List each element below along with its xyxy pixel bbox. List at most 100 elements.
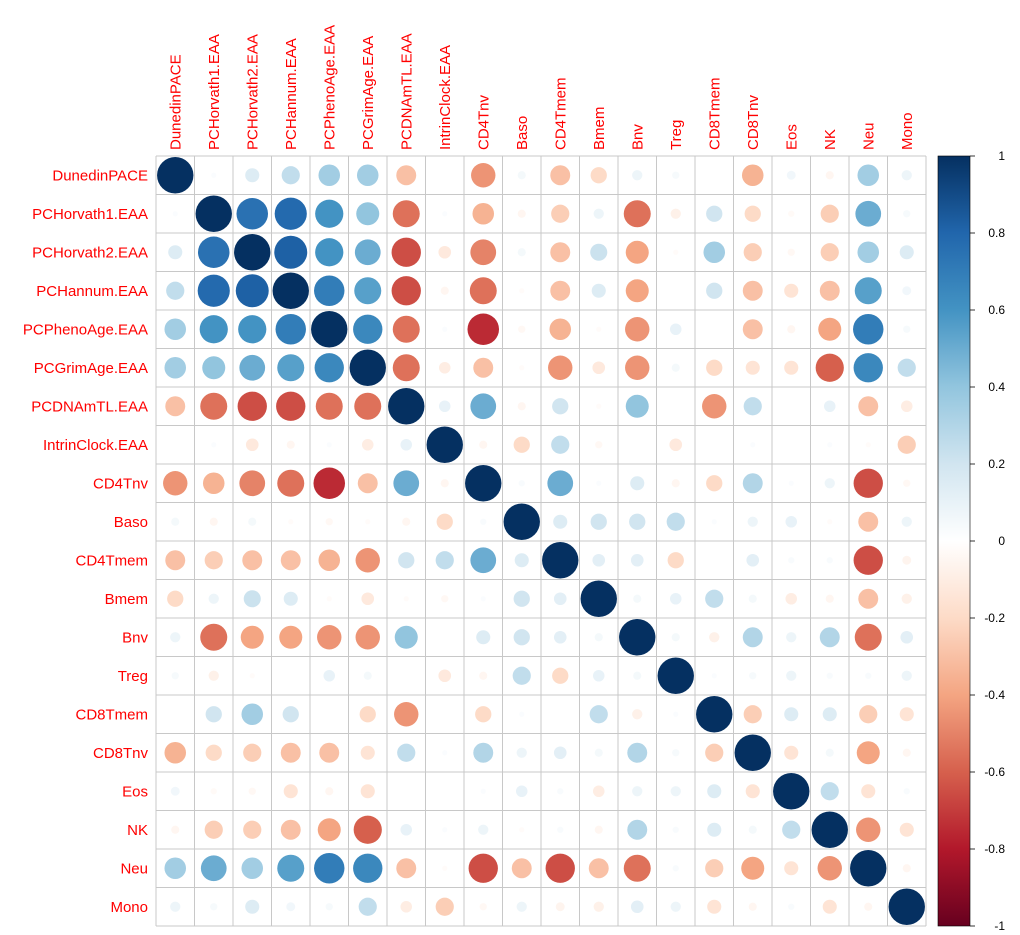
- corr-circle-PCHannum.EAA-PCHorvath2.EAA: [235, 274, 269, 308]
- corr-circle-PCPhenoAge.EAA-Baso: [518, 325, 526, 333]
- corr-circle-Eos-CD8Tnv: [745, 784, 760, 799]
- corr-circle-CD4Tmem-Eos: [788, 557, 795, 564]
- colorbar-tick-label: -1: [994, 919, 1005, 933]
- corr-circle-PCHannum.EAA-CD4Tmem: [550, 280, 571, 301]
- corr-circle-PCHorvath1.EAA-Treg: [670, 208, 681, 219]
- corr-circle-DunedinPACE-Neu: [857, 164, 880, 187]
- corr-circle-PCDNAmTL.EAA-Baso: [517, 402, 526, 411]
- colorbar-tick-label: -0.8: [984, 842, 1005, 856]
- corr-circle-Bmem-PCHannum.EAA: [283, 591, 298, 606]
- corr-circle-IntrinClock.EAA-PCHannum.EAA: [286, 440, 295, 449]
- corr-circle-DunedinPACE-PCHannum.EAA: [281, 166, 300, 185]
- corr-circle-Eos-Mono: [903, 788, 910, 795]
- corr-circle-Neu-Neu: [850, 850, 887, 887]
- corr-circle-Baso-IntrinClock.EAA: [436, 513, 453, 530]
- corr-circle-Baso-CD4Tnv: [480, 518, 487, 525]
- corr-circle-Neu-Baso: [511, 858, 532, 879]
- corr-circle-CD8Tmem-Bmem: [589, 705, 608, 724]
- row-label-PCPhenoAge.EAA: PCPhenoAge.EAA: [23, 321, 148, 338]
- corr-circle-Eos-Treg: [670, 786, 681, 797]
- corr-circle-PCPhenoAge.EAA-Neu: [853, 314, 884, 345]
- row-label-PCHannum.EAA: PCHannum.EAA: [36, 283, 148, 300]
- corr-circle-CD4Tmem-PCGrimAge.EAA: [355, 548, 380, 573]
- corr-circle-Treg-CD4Tmem: [552, 667, 569, 684]
- corr-circle-PCDNAmTL.EAA-CD4Tnv: [470, 393, 497, 420]
- corr-circle-Bnv-PCDNAmTL.EAA: [394, 625, 418, 649]
- corr-circle-CD4Tnv-PCHorvath1.EAA: [202, 472, 225, 495]
- corr-circle-PCDNAmTL.EAA-PCDNAmTL.EAA: [388, 388, 425, 425]
- corr-circle-Mono-PCHorvath2.EAA: [245, 899, 260, 914]
- corr-circle-NK-DunedinPACE: [171, 825, 180, 834]
- corr-circle-Mono-Bmem: [593, 901, 604, 912]
- corr-circle-PCPhenoAge.EAA-NK: [818, 317, 842, 341]
- corr-circle-CD8Tnv-Mono: [902, 748, 911, 757]
- corr-circle-CD4Tnv-PCGrimAge.EAA: [357, 473, 378, 494]
- corr-circle-NK-CD8Tnv: [748, 825, 757, 834]
- corr-circle-Eos-Bmem: [592, 785, 605, 798]
- corr-circle-PCGrimAge.EAA-PCDNAmTL.EAA: [392, 354, 420, 382]
- corr-circle-PCHorvath2.EAA-PCHorvath2.EAA: [234, 234, 271, 271]
- corr-circle-PCHorvath2.EAA-PCDNAmTL.EAA: [391, 237, 421, 267]
- corr-circle-Baso-PCHorvath1.EAA: [209, 517, 218, 526]
- corr-circle-CD4Tmem-Bnv: [630, 553, 644, 567]
- corr-circle-CD4Tnv-Mono: [903, 479, 911, 487]
- column-label-Baso: Baso: [514, 116, 531, 150]
- corr-circle-Neu-PCHorvath2.EAA: [241, 857, 264, 880]
- corr-circle-PCPhenoAge.EAA-PCHorvath1.EAA: [199, 315, 228, 344]
- corr-circle-CD4Tnv-Eos: [788, 480, 794, 486]
- corr-circle-Eos-CD8Tmem: [707, 784, 722, 799]
- corr-circle-CD4Tmem-PCHannum.EAA: [280, 550, 301, 571]
- corr-circle-Baso-CD8Tmem: [711, 519, 717, 525]
- corr-circle-PCHorvath2.EAA-IntrinClock.EAA: [438, 245, 452, 259]
- corr-circle-PCDNAmTL.EAA-Mono: [900, 400, 913, 413]
- corr-circle-NK-Bmem: [594, 825, 603, 834]
- corr-circle-Baso-Treg: [666, 512, 685, 531]
- corr-circle-CD8Tnv-CD8Tnv: [734, 734, 771, 771]
- corr-circle-Bmem-Bnv: [633, 594, 642, 603]
- corr-circle-DunedinPACE-PCHorvath1.EAA: [211, 172, 217, 178]
- corr-circle-CD8Tnv-CD4Tnv: [473, 742, 494, 763]
- corr-circle-Bnv-PCHorvath1.EAA: [200, 623, 228, 651]
- corr-circle-PCHannum.EAA-PCHannum.EAA: [272, 272, 309, 309]
- corr-circle-Mono-DunedinPACE: [170, 901, 181, 912]
- corr-circle-Mono-Eos: [788, 903, 795, 910]
- corr-circle-CD8Tmem-CD8Tmem: [696, 696, 733, 733]
- column-label-Eos: Eos: [783, 124, 800, 150]
- corr-circle-PCHorvath1.EAA-IntrinClock.EAA: [442, 211, 448, 217]
- corr-circle-CD4Tnv-Baso: [518, 480, 525, 487]
- corr-circle-NK-Neu: [856, 817, 881, 842]
- corr-circle-Bmem-PCHorvath1.EAA: [208, 593, 219, 604]
- corr-circle-PCHorvath2.EAA-PCPhenoAge.EAA: [315, 238, 344, 267]
- corr-circle-CD8Tnv-CD8Tmem: [705, 743, 724, 762]
- corr-circle-CD8Tnv-PCGrimAge.EAA: [360, 745, 375, 760]
- corr-circle-DunedinPACE-Eos: [786, 170, 796, 180]
- corr-circle-CD4Tmem-Baso: [514, 553, 529, 568]
- corr-circle-PCPhenoAge.EAA-PCHannum.EAA: [275, 314, 306, 345]
- corr-circle-Bnv-CD8Tnv: [742, 627, 763, 648]
- colorbar-tick-label: 0.4: [988, 380, 1005, 394]
- corr-circle-PCPhenoAge.EAA-PCGrimAge.EAA: [353, 314, 383, 344]
- corr-circle-PCHorvath2.EAA-PCGrimAge.EAA: [354, 239, 381, 266]
- corr-circle-CD4Tnv-CD8Tmem: [706, 475, 723, 492]
- column-label-IntrinClock.EAA: IntrinClock.EAA: [437, 45, 454, 150]
- corr-circle-CD4Tnv-NK: [824, 478, 835, 489]
- corr-circle-CD4Tnv-PCPhenoAge.EAA: [313, 467, 346, 500]
- corr-circle-PCDNAmTL.EAA-CD4Tmem: [552, 398, 569, 415]
- corr-circle-Eos-Neu: [861, 784, 876, 799]
- column-labels: DunedinPACE PCHorvath1.EAA PCHorvath2.EAA P…: [167, 25, 916, 150]
- corr-circle-Bnv-Baso: [513, 629, 530, 646]
- corr-circle-PCHorvath1.EAA-Bmem: [593, 208, 604, 219]
- corr-circle-CD4Tmem-PCPhenoAge.EAA: [318, 549, 341, 572]
- corr-circle-PCHorvath1.EAA-CD8Tmem: [706, 205, 723, 222]
- corr-circle-IntrinClock.EAA-PCHorvath1.EAA: [211, 442, 217, 448]
- corr-circle-CD4Tnv-Bnv: [630, 476, 645, 491]
- row-label-CD4Tmem: CD4Tmem: [75, 552, 148, 569]
- corr-circle-Bnv-Bnv: [619, 619, 656, 656]
- corr-circle-PCHorvath1.EAA-PCHorvath1.EAA: [195, 195, 232, 232]
- corr-circle-Neu-CD4Tnv: [468, 853, 498, 883]
- corr-circle-Mono-Treg: [670, 901, 681, 912]
- corr-circle-CD4Tmem-Neu: [853, 545, 883, 575]
- column-label-CD8Tnv: CD8Tnv: [745, 94, 762, 150]
- corr-circle-NK-Eos: [782, 820, 801, 839]
- corr-circle-Baso-Bnv: [629, 513, 646, 530]
